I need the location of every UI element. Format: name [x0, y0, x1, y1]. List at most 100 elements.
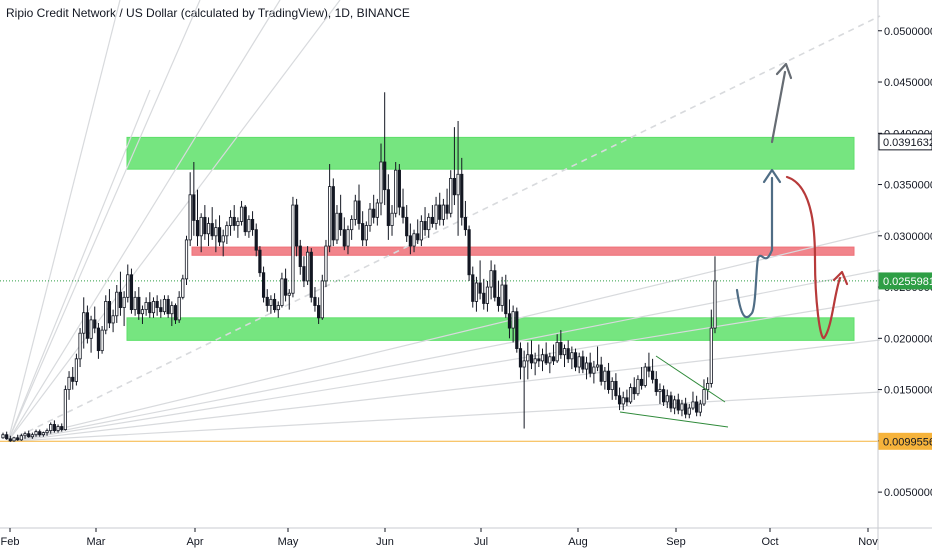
candle-body [518, 348, 523, 368]
candle-body [8, 438, 12, 442]
candle-body [438, 204, 442, 220]
candle-body [397, 169, 401, 208]
candle-body [184, 239, 189, 280]
candle-body [676, 399, 680, 411]
candle-body [272, 298, 277, 311]
candle-body [702, 389, 706, 405]
candle-body [199, 216, 203, 237]
candle-body [291, 204, 295, 294]
candle-body [49, 424, 53, 432]
candle-body [261, 272, 266, 298]
fan-line [7, 0, 121, 442]
projection-arrow-grey [770, 70, 787, 144]
candle-body [283, 278, 288, 296]
candle-body [452, 177, 457, 196]
candle-body [181, 278, 185, 298]
candle-body [210, 223, 214, 237]
fan-line [7, 230, 881, 442]
y-tick-label: 0.0150000 [884, 385, 932, 397]
y-tick-label: 0.0300000 [884, 231, 932, 243]
candle-body [78, 332, 82, 360]
candle-body [328, 186, 332, 247]
candle-body [317, 305, 321, 319]
candle-body [170, 305, 174, 315]
candle-body [595, 364, 600, 368]
candle-body [687, 407, 691, 415]
fan-line [7, 299, 881, 442]
candle-body [507, 313, 512, 329]
candle-body [401, 206, 405, 218]
candle-body [126, 274, 130, 298]
candle-body [460, 173, 464, 218]
candle-body [423, 221, 427, 231]
candle-body [19, 435, 23, 441]
candle-body [559, 342, 563, 356]
candle-body [570, 352, 574, 360]
candle-body [118, 291, 123, 308]
zones-layer [126, 136, 855, 341]
wedge-upper-line [655, 355, 726, 403]
candle-body [151, 301, 156, 314]
candle-body [236, 221, 240, 226]
candle-body [140, 309, 145, 315]
fan-line [7, 0, 281, 442]
projection-arrowhead-blue [762, 168, 782, 184]
candle-body [405, 216, 409, 237]
candle-body [573, 352, 578, 368]
candle-body [485, 286, 490, 304]
candle-body [104, 301, 108, 331]
candle-body [434, 204, 438, 224]
candle-body [52, 424, 56, 432]
horizontal-lines-layer [0, 280, 878, 442]
annotations-layer [619, 62, 849, 428]
candle-body [372, 208, 376, 218]
candle-body [115, 291, 119, 317]
y-tick-label: 0.0450000 [884, 77, 932, 89]
candle-body [96, 327, 101, 352]
candle-body [562, 348, 567, 356]
candle-body [408, 235, 412, 247]
candle-body [67, 376, 71, 390]
candle-body [276, 305, 280, 311]
candle-body [155, 301, 159, 308]
chart-title: Ripio Credit Network / US Dollar (calcul… [6, 6, 410, 20]
candle-body [313, 296, 317, 306]
zone-pivot [191, 246, 855, 256]
candle-body [302, 266, 306, 282]
candle-body [82, 312, 86, 334]
candle-body [695, 401, 699, 413]
candle-body [188, 194, 192, 241]
candle-body [74, 358, 78, 382]
candle-body [654, 378, 658, 393]
candle-body [504, 284, 508, 315]
x-tick-label: Nov [858, 536, 878, 548]
candle-body [309, 251, 313, 298]
candle-body [493, 270, 497, 298]
candle-body [129, 274, 134, 311]
projection-path-blue [735, 176, 774, 319]
x-tick-label: Sep [666, 536, 686, 548]
candle-body [269, 298, 273, 306]
candle-body [250, 219, 255, 231]
candle-body [537, 358, 541, 362]
candle-body [254, 229, 258, 251]
candle-body [632, 387, 636, 395]
candle-body [232, 216, 236, 226]
candle-body [228, 216, 233, 226]
candle-body [379, 161, 383, 204]
candle-body [540, 354, 545, 362]
x-tick-label: Aug [568, 536, 588, 548]
candle-body [584, 362, 589, 370]
candle-body [706, 383, 710, 390]
fan-line [7, 339, 881, 442]
candle-body [342, 229, 346, 247]
candle-body [599, 364, 603, 382]
x-tick-label: May [278, 536, 299, 548]
candle-body [522, 360, 526, 368]
candle-body [606, 370, 611, 390]
candle-body [628, 387, 633, 403]
wedge-lower-line [619, 411, 729, 428]
candle-body [427, 216, 431, 231]
